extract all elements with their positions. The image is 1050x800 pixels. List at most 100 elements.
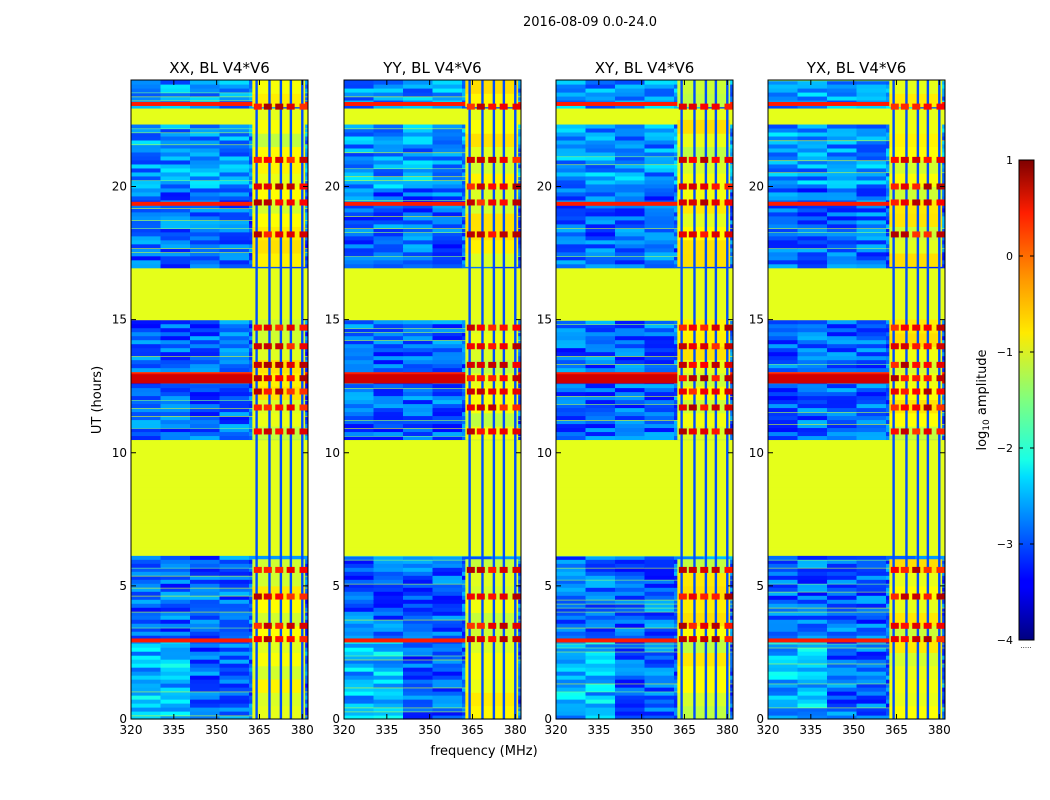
heatmap-cell (556, 571, 586, 576)
flagged-cell (344, 455, 521, 461)
heatmap-cell (768, 667, 798, 672)
flagged-cell (344, 479, 521, 484)
rfi-hotspot (678, 183, 687, 190)
rfi-hotspot (299, 593, 308, 600)
heatmap-cell (797, 207, 828, 213)
heatmap-cell (827, 363, 857, 369)
rfi-hotspot (499, 199, 508, 206)
heatmap-cell (585, 367, 616, 373)
heatmap-cell (160, 587, 191, 592)
rfi-band-cell (252, 213, 306, 227)
heatmap-cell (644, 679, 675, 684)
rfi-hotspot (688, 636, 697, 643)
rfi-band-cell (252, 572, 306, 587)
heatmap-cell (827, 555, 857, 560)
heatmap-cell (585, 167, 616, 173)
heatmap-cell (615, 131, 645, 137)
flagged-cell (131, 547, 308, 552)
heatmap-cell (131, 595, 161, 600)
heatmap-cell (373, 80, 404, 85)
heatmap-cell (827, 179, 857, 185)
x-tick-label: 350 (630, 723, 653, 737)
heatmap-cell (856, 611, 887, 616)
channel-gap (255, 80, 258, 719)
heatmap-cell (585, 239, 616, 245)
heatmap-cell (160, 423, 191, 429)
heatmap-cell (160, 223, 191, 229)
heatmap-cell (768, 643, 798, 648)
heatmap-cell (403, 339, 433, 345)
heatmap-cell (403, 647, 433, 652)
rfi-hotspot (890, 566, 899, 573)
heatmap-cell (827, 203, 857, 209)
heatmap-cell (219, 631, 250, 636)
heatmap-cell (644, 347, 675, 353)
heatmap-cell (344, 179, 374, 185)
heatmap-cell (190, 367, 220, 373)
heatmap-cell (403, 695, 433, 700)
heatmap-cell (432, 627, 463, 632)
heatmap-cell (131, 575, 161, 580)
rfi-hotspot (476, 388, 485, 395)
heatmap-cell (585, 203, 616, 209)
heatmap-cell (190, 407, 220, 413)
rfi-hotspot (936, 388, 945, 395)
heatmap-cell (827, 655, 857, 660)
heatmap-cell (856, 183, 887, 189)
heatmap-cell (160, 707, 191, 712)
heatmap-cell (556, 151, 586, 157)
heatmap-cell (219, 607, 250, 612)
flagged-cell (556, 283, 733, 289)
heatmap-cell (160, 187, 191, 193)
heatmap-cell (615, 87, 645, 93)
y-tick-label: 20 (749, 180, 764, 194)
heatmap-cell (615, 259, 645, 265)
heatmap-cell (373, 239, 404, 245)
rfi-hotspot (890, 103, 899, 110)
heatmap-cell (615, 207, 645, 213)
heatmap-cell (827, 623, 857, 628)
rfi-band-cell (465, 692, 519, 707)
heatmap-cell (219, 703, 250, 708)
rfi-hotspot (263, 343, 272, 350)
heatmap-cell (344, 167, 374, 173)
heatmap-cell (827, 235, 857, 241)
heatmap-cell (856, 435, 887, 441)
rfi-band-cell (252, 665, 306, 680)
heatmap-cell (856, 347, 887, 353)
heatmap-cell (403, 567, 433, 572)
heatmap-cell (219, 239, 250, 245)
heatmap-cell (403, 227, 433, 233)
heatmap-cell (615, 339, 645, 345)
panel-title: YX, BL V4*V6 (806, 59, 907, 77)
rfi-hotspot (724, 593, 733, 600)
heatmap-cell (403, 407, 433, 413)
rfi-hotspot (912, 428, 921, 435)
heatmap-cell (797, 407, 828, 413)
rfi-band-cell (252, 80, 306, 94)
heatmap-cell (131, 203, 161, 209)
rfi-hotspot (890, 636, 899, 643)
heatmap-cell (219, 127, 250, 133)
rfi-hotspot (912, 183, 921, 190)
flagged-cell (131, 515, 308, 520)
heatmap-cell (131, 231, 161, 237)
heatmap-cell (856, 623, 887, 628)
rfi-hotspot (912, 231, 921, 238)
heatmap-cell (219, 555, 250, 560)
heatmap-cell (190, 243, 220, 249)
heatmap-cell (827, 255, 857, 261)
heatmap-cell (403, 615, 433, 620)
heatmap-cell (768, 603, 798, 608)
heatmap-cell (768, 391, 798, 397)
heatmap-cell (219, 691, 250, 696)
flagged-cell (556, 275, 733, 281)
heatmap-cell (615, 159, 645, 165)
heatmap-cell (644, 427, 675, 433)
heatmap-cell (797, 243, 828, 249)
x-tick-label: 380 (504, 723, 527, 737)
heatmap-cell (556, 391, 586, 397)
flagged-cell (131, 291, 308, 297)
heatmap-cell (160, 407, 191, 413)
